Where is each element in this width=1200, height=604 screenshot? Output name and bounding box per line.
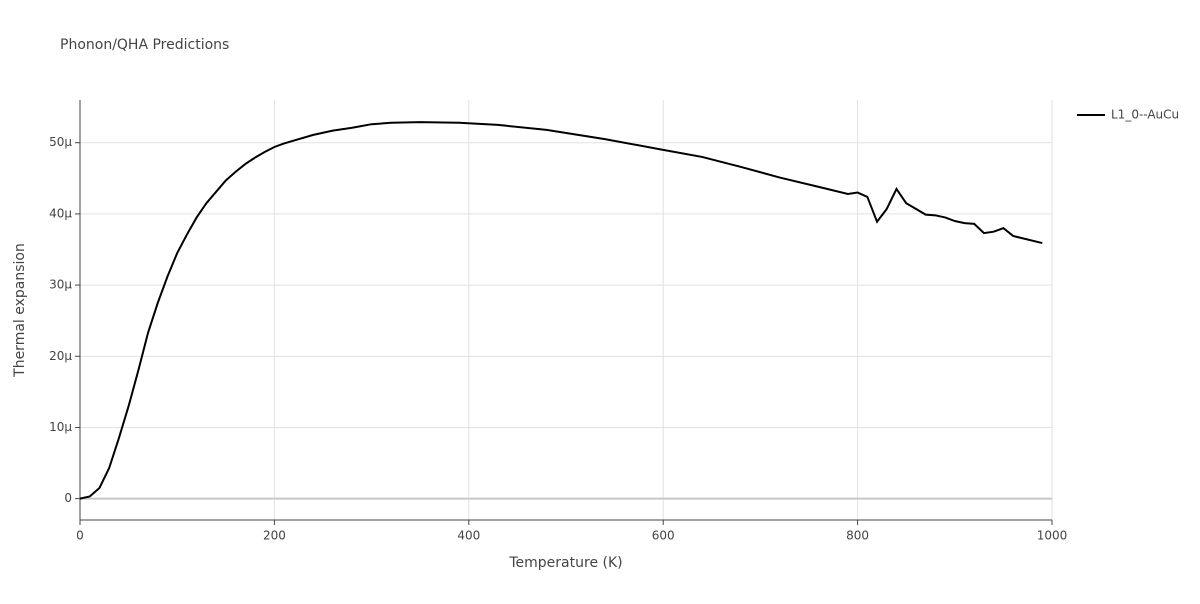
chart-title: Phonon/QHA Predictions <box>60 37 229 53</box>
x-tick-label: 0 <box>76 529 84 543</box>
y-tick-label: 0 <box>64 491 72 505</box>
legend-label: L1_0--AuCu <box>1111 108 1179 122</box>
y-tick-label: 20μ <box>49 349 72 363</box>
x-axis-title: Temperature (K) <box>508 555 622 571</box>
y-tick-label: 30μ <box>49 278 72 292</box>
x-tick-label: 600 <box>652 529 675 543</box>
x-tick-label: 400 <box>457 529 480 543</box>
x-tick-label: 800 <box>846 529 869 543</box>
y-tick-label: 10μ <box>49 420 72 434</box>
y-tick-label: 40μ <box>49 206 72 220</box>
x-tick-label: 200 <box>263 529 286 543</box>
y-axis-title: Thermal expansion <box>12 243 28 378</box>
x-tick-label: 1000 <box>1037 529 1068 543</box>
series-line <box>79 121 1043 500</box>
y-tick-label: 50μ <box>49 135 72 149</box>
